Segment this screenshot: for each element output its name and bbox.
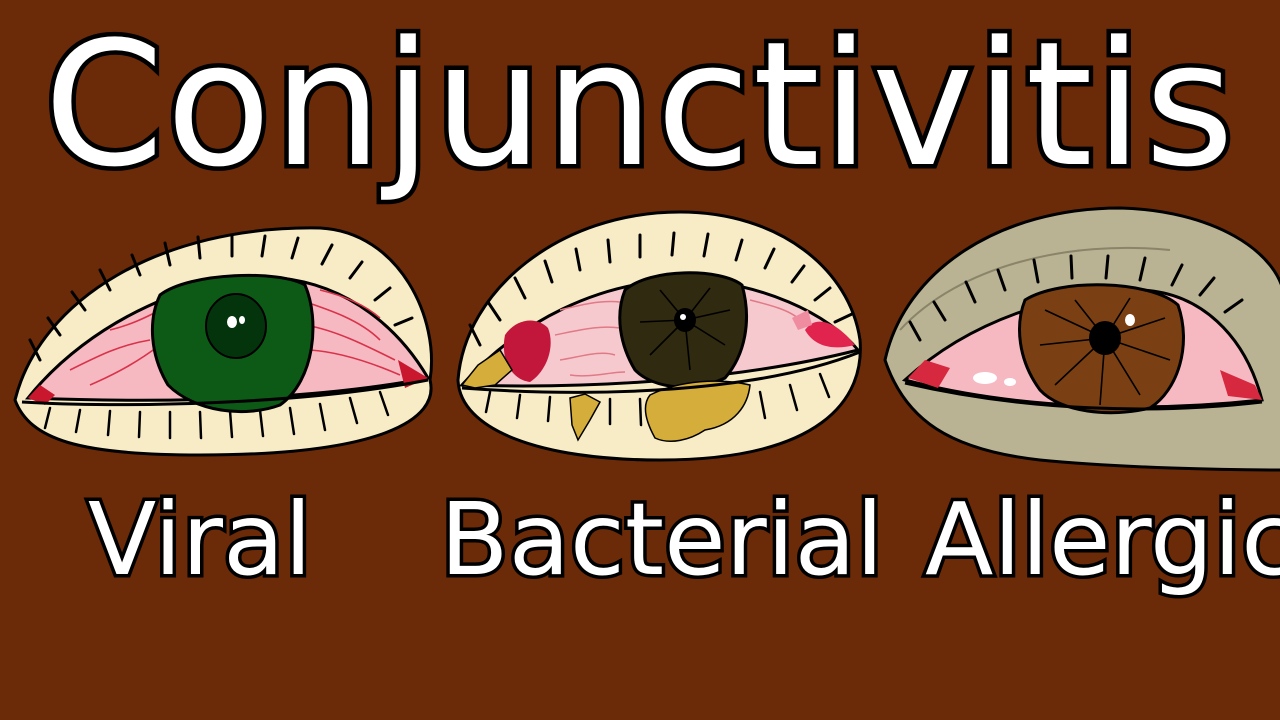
bacterial-redness-right	[805, 321, 855, 348]
allergic-pupil	[1089, 321, 1121, 355]
bacterial-highlight	[680, 314, 686, 320]
bacterial-redness-spot	[792, 310, 812, 330]
viral-lower-lashes	[43, 390, 390, 440]
viral-upper-lashes	[28, 233, 414, 362]
allergic-eye-illustration	[883, 206, 1280, 472]
allergic-lower-lid-line	[904, 381, 1263, 411]
viral-highlight-small	[239, 316, 245, 324]
label-allergic: Allergic	[922, 478, 1280, 602]
bacterial-redness-patch	[503, 320, 551, 382]
label-viral: Viral	[84, 478, 315, 602]
allergic-upper-lashes	[908, 254, 1244, 342]
viral-eye-illustration	[13, 226, 433, 457]
title-conjunctivitis: Conjunctivitis	[39, 4, 1238, 205]
viral-redness-left	[28, 385, 55, 405]
allergic-lid-fold	[899, 246, 1171, 331]
bacterial-discharge-drip	[569, 393, 602, 442]
viral-lower-lid-line	[21, 378, 429, 407]
label-bacterial: Bacterial	[437, 478, 888, 602]
bacterial-lower-lashes	[484, 372, 831, 427]
bacterial-discharge-lower	[644, 380, 751, 442]
bacterial-upper-lashes	[468, 231, 854, 347]
allergic-sclera-highlight	[973, 372, 997, 384]
allergic-redness-right	[1220, 370, 1262, 400]
viral-highlight	[227, 316, 237, 328]
allergic-sclera-highlight-small	[1004, 378, 1016, 386]
bacterial-pupil	[674, 308, 696, 332]
viral-pupil	[205, 293, 267, 359]
bacterial-lower-lid-line	[461, 350, 861, 394]
allergic-redness-left	[908, 360, 950, 388]
bacterial-eye-illustration	[456, 210, 862, 462]
allergic-highlight	[1125, 314, 1135, 326]
